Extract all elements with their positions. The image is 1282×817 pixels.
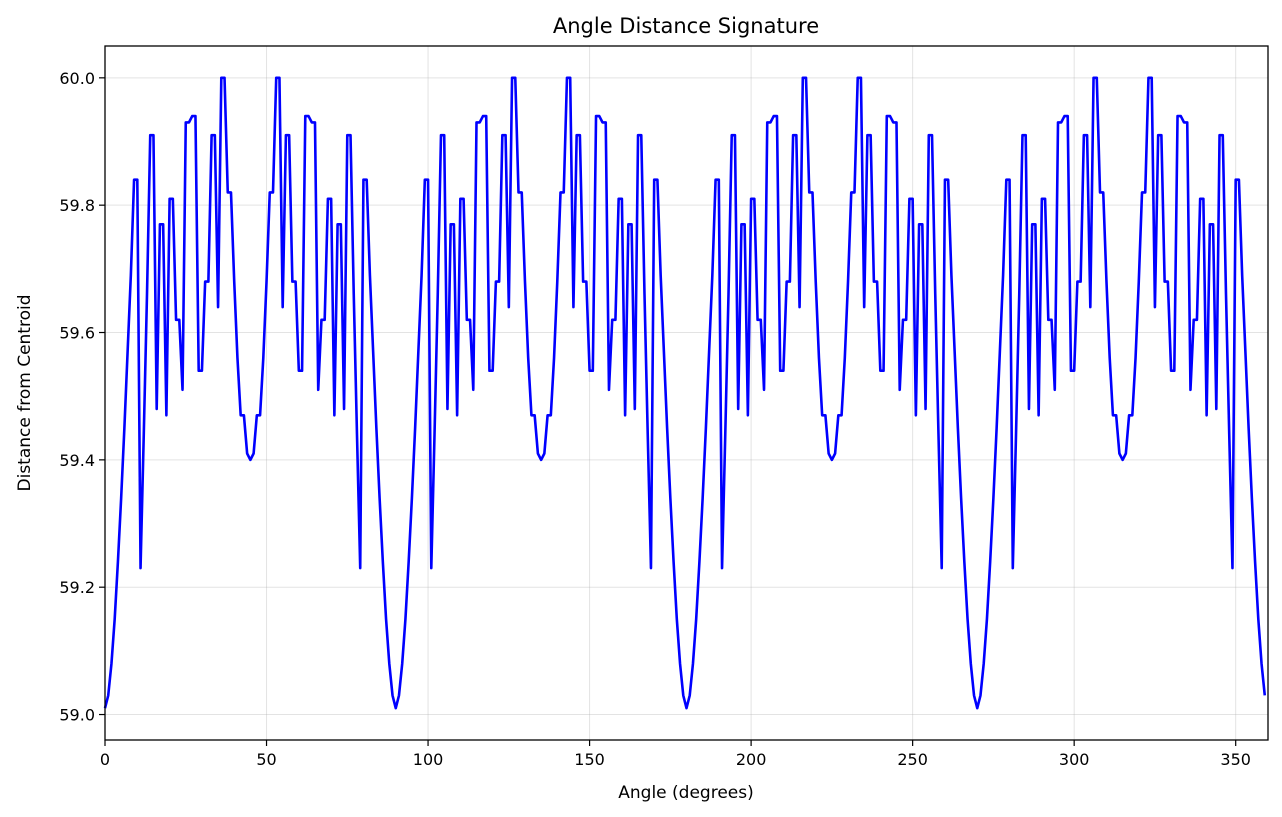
y-tick-label: 59.0 [59, 706, 95, 725]
plot-background [105, 46, 1268, 740]
x-tick-label: 200 [736, 750, 767, 769]
x-tick-label: 50 [256, 750, 276, 769]
series-line [103, 76, 1267, 710]
x-axis-label: Angle (degrees) [618, 783, 753, 803]
y-tick-label: 59.4 [59, 451, 95, 470]
x-tick-label: 250 [897, 750, 928, 769]
grid [104, 46, 1268, 740]
chart-title: Angle Distance Signature [553, 14, 819, 38]
x-tick-label: 350 [1220, 750, 1251, 769]
y-tick-label: 59.2 [59, 578, 95, 597]
x-tick-label: 100 [413, 750, 444, 769]
y-tick-label: 59.8 [59, 196, 95, 215]
x-tick-label: 300 [1059, 750, 1090, 769]
x-tick-label: 150 [574, 750, 605, 769]
y-tick-label: 60.0 [59, 69, 95, 88]
y-tick-label: 59.6 [59, 324, 95, 343]
ticks: 0 50 100 150 200 250 300 350 59.0 59.2 59.4 59.6 59.… [59, 69, 1251, 769]
series-layer [103, 76, 1267, 710]
plot-frame [104, 45, 1269, 741]
y-axis-label: Distance from Centroid [15, 294, 35, 491]
x-tick-label: 0 [100, 750, 110, 769]
